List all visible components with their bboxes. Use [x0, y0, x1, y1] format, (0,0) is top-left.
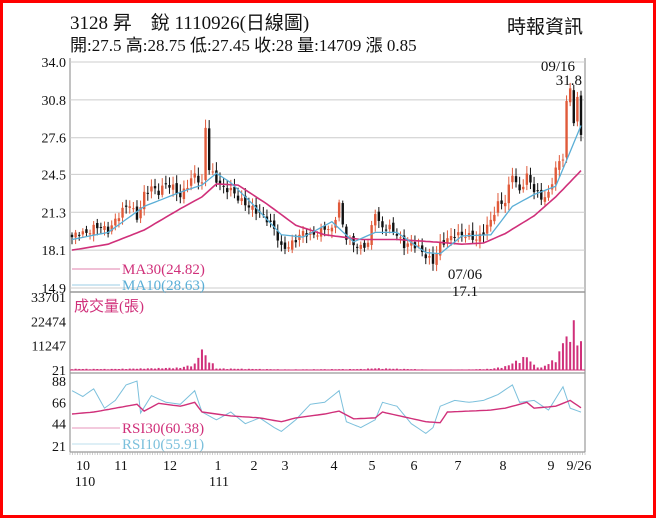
x-axis-label: 7	[455, 459, 462, 474]
x-axis-label: 2	[251, 459, 258, 474]
low-value-annotation: 17.1	[452, 284, 478, 300]
x-axis-label: 6	[411, 459, 418, 474]
x-axis-label: 1	[215, 459, 222, 474]
price-axis-label: 34.0	[42, 56, 67, 71]
x-axis-label: 12	[163, 459, 177, 474]
candlesticks	[70, 82, 583, 272]
price-axis-label: 18.1	[42, 244, 67, 259]
high-value-annotation: 31.8	[556, 73, 582, 89]
rsi-axis-label: 66	[52, 396, 66, 411]
price-axis-label: 30.8	[42, 94, 67, 109]
volume-axis-label: 33701	[31, 291, 66, 306]
x-axis-label: 9	[548, 459, 555, 474]
rsi-axis-label: 88	[52, 375, 66, 390]
price-axis-label: 14.9	[42, 282, 67, 297]
volume-title: 成交量(張)	[74, 297, 144, 315]
rsi30-legend: RSI30(60.38)	[122, 421, 204, 437]
volume-axis-label: 21	[52, 364, 66, 379]
year-label: 110	[75, 475, 95, 490]
x-axis-label: 11	[114, 459, 127, 474]
rsi10-line	[71, 380, 582, 435]
price-axis-label: 24.5	[42, 168, 67, 183]
volume-bars	[71, 320, 582, 371]
x-axis-label: 5	[369, 459, 376, 474]
ma30-legend: MA30(24.82)	[122, 262, 205, 278]
x-axis-label: 4	[331, 459, 338, 474]
x-axis-label: 3	[282, 459, 289, 474]
volume-axis-label: 11247	[32, 340, 66, 355]
volume-axis-label: 22474	[31, 315, 66, 330]
year-label: 111	[209, 475, 229, 490]
low-date-annotation: 07/06	[448, 267, 483, 283]
rsi-axis-label: 21	[52, 440, 66, 455]
price-axis-label: 21.3	[42, 206, 67, 221]
x-axis-label: 10	[76, 459, 90, 474]
rsi30-line	[71, 399, 582, 424]
x-axis-label: 8	[500, 459, 507, 474]
quote-summary: 開:27.5 高:28.75 低:27.45 收:28 量:14709 漲 0.…	[70, 36, 417, 55]
ma30-line	[71, 170, 582, 251]
ma10-line	[71, 125, 582, 255]
chart-title: 3128 昇 銳 1110926(日線圖)	[70, 13, 310, 34]
ma10-legend: MA10(28.63)	[122, 278, 205, 294]
high-date-annotation: 09/16	[541, 59, 576, 75]
rsi10-legend: RSI10(55.91)	[122, 437, 204, 453]
rsi-axis-label: 44	[52, 418, 66, 433]
price-axis-label: 27.6	[42, 132, 67, 147]
source-label: 時報資訊	[507, 17, 584, 38]
x-axis-label: 9/26	[567, 459, 592, 474]
